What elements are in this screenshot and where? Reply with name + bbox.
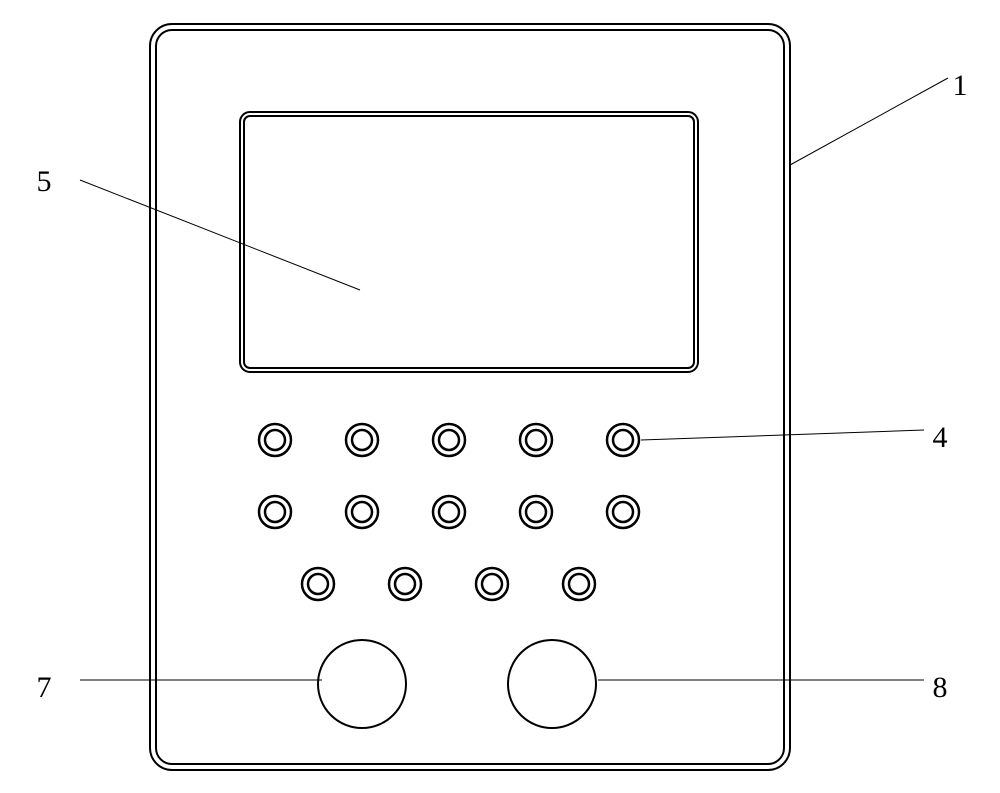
small-button-inner-r0-c1 — [352, 430, 372, 450]
small-button-inner-r2-c2 — [482, 574, 502, 594]
callout-line-4 — [641, 430, 924, 440]
small-button-inner-r1-c0 — [265, 502, 285, 522]
knob-right — [508, 640, 596, 728]
small-button-inner-r2-c0 — [308, 574, 328, 594]
callout-label-1: 1 — [953, 69, 968, 103]
small-button-inner-r0-c2 — [439, 430, 459, 450]
small-button-inner-r0-c0 — [265, 430, 285, 450]
callout-label-7: 7 — [37, 671, 52, 705]
screen-inner — [244, 116, 694, 368]
callout-label-5: 5 — [37, 165, 52, 199]
small-button-inner-r1-c3 — [526, 502, 546, 522]
small-button-inner-r2-c3 — [569, 574, 589, 594]
screen-outer — [240, 112, 698, 372]
knob-left — [318, 640, 406, 728]
callout-line-1 — [790, 78, 948, 165]
callout-line-5 — [80, 180, 360, 290]
small-button-inner-r1-c1 — [352, 502, 372, 522]
small-button-inner-r0-c3 — [526, 430, 546, 450]
small-button-inner-r0-c4 — [613, 430, 633, 450]
small-button-inner-r2-c1 — [395, 574, 415, 594]
technical-drawing — [0, 0, 1000, 793]
small-button-inner-r1-c2 — [439, 502, 459, 522]
small-button-inner-r1-c4 — [613, 502, 633, 522]
panel-inner — [156, 30, 784, 764]
callout-label-8: 8 — [933, 671, 948, 705]
callout-label-4: 4 — [933, 421, 948, 455]
